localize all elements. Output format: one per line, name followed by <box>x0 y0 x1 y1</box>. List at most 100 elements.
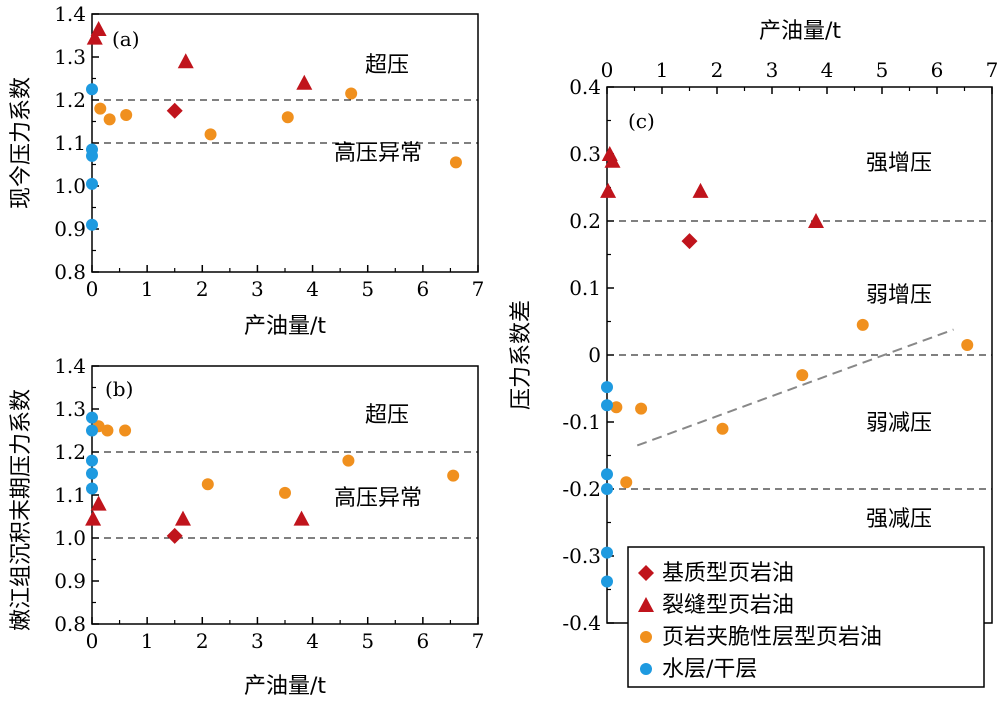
panel-c-point-fracture <box>808 213 824 228</box>
panel-b-point-interlayer <box>279 486 291 499</box>
panel-c-y-tick-label: 0.3 <box>569 142 601 166</box>
panel-c-point-water <box>601 468 613 481</box>
legend-label-matrix: 基质型页岩油 <box>662 561 794 586</box>
panel-b-y-tick-label: 1.0 <box>54 526 86 550</box>
panel-a-point-interlayer <box>204 128 217 141</box>
panel-a-point-interlayer <box>103 113 116 126</box>
panel-b-y-tick-label: 1.1 <box>54 483 86 507</box>
legend-label-water: 水层/干层 <box>662 657 757 682</box>
panel-c-point-interlayer <box>635 402 648 415</box>
panel-c-x-tick-label: 6 <box>931 58 944 82</box>
panel-b-x-tick-label: 5 <box>361 629 374 653</box>
panel-a-y-tick-label: 0.8 <box>54 260 86 284</box>
panel-a-x-tick-label: 6 <box>416 277 429 301</box>
panel-b-point-fracture <box>293 510 310 526</box>
panel-b-label: (b) <box>105 377 133 401</box>
panel-c-point-interlayer <box>796 369 809 382</box>
panel-a-x-tick-labels: 0 1 2 3 4 5 6 7 <box>86 277 485 301</box>
panel-b-y-tick-label: 0.8 <box>54 612 86 636</box>
panel-c-x-tick-label: 0 <box>601 58 614 82</box>
panel-c-x-tick-label: 4 <box>821 58 834 82</box>
panel-c-y-tick-label: -0.4 <box>562 611 601 635</box>
panel-c-x-tick-label: 1 <box>656 58 669 82</box>
panel-a-x-tick-label: 5 <box>361 277 374 301</box>
panel-c-point-water <box>601 546 613 559</box>
panel-a-point-water <box>86 149 98 162</box>
panel-b-point-interlayer <box>201 478 214 491</box>
panel-c-zone-strong-increase: 强增压 <box>866 151 932 176</box>
panel-c-points <box>600 146 974 588</box>
panel-b-x-tick-labels: 0 1 2 3 4 5 6 7 <box>86 629 485 653</box>
panel-a-y-tick-label: 0.9 <box>54 217 86 241</box>
panel-a-y-tick-label: 1.0 <box>54 174 86 198</box>
panel-b-point-water <box>86 411 98 424</box>
panel-a-point-fracture <box>86 29 103 45</box>
panel-a-y-tick-labels: 0.8 0.9 1.0 1.1 1.2 1.3 1.4 <box>54 2 86 284</box>
panel-b-x-tick-label: 1 <box>141 629 154 653</box>
legend-marker-interlayer <box>640 631 652 643</box>
panel-a-point-fracture <box>177 53 194 69</box>
panel-c-x-tick-label: 5 <box>876 58 889 82</box>
panel-b: (b) 超压 高压异常 产油量/t 嫩江组沉积末期压力系数 0 1 2 3 4 … <box>9 354 484 699</box>
panel-c-point-fracture <box>692 182 709 198</box>
panel-a-x-tick-label: 3 <box>251 277 264 301</box>
panel-c-y-tick-label: 0.2 <box>569 209 601 233</box>
panel-c-point-water <box>601 399 613 412</box>
panel-b-point-interlayer <box>119 424 132 437</box>
panel-c-point-fracture <box>600 182 617 198</box>
panel-a-point-fracture <box>296 74 313 90</box>
panel-a-y-axis-label: 现今压力系数 <box>9 77 34 209</box>
panel-a-x-tick-label: 0 <box>86 277 99 301</box>
panel-a-points <box>86 21 462 231</box>
panel-c-point-fracture <box>604 152 621 168</box>
panel-b-point-fracture <box>85 510 102 526</box>
panel-a-point-water <box>86 218 98 231</box>
panel-c-x-tick-labels: 0 1 2 3 4 5 6 7 <box>601 58 999 82</box>
panel-a-point-interlayer <box>281 111 294 124</box>
panel-a-y-tick-label: 1.1 <box>54 131 86 155</box>
panel-a-point-water <box>86 177 98 190</box>
legend-marker-matrix <box>638 565 654 581</box>
panel-a-y-tick-label: 1.4 <box>54 2 86 26</box>
panel-a: (a) 超压 高压异常 产油量/t 现今压力系数 0 1 2 3 4 5 6 7… <box>9 2 484 339</box>
panel-c-point-interlayer <box>961 338 974 351</box>
panel-b-points <box>85 411 460 544</box>
legend-label-interlayer: 页岩夹脆性层型页岩油 <box>662 625 882 650</box>
panel-c-x-tick-label: 2 <box>711 58 724 82</box>
panel-b-y-tick-label: 0.9 <box>54 569 86 593</box>
panel-b-reference-lines <box>92 451 478 539</box>
panel-c-point-interlayer <box>620 476 633 489</box>
panel-c-y-tick-label: -0.3 <box>562 544 601 568</box>
panel-c-y-tick-label: -0.2 <box>562 477 601 501</box>
panel-a-reference-lines <box>92 99 478 144</box>
legend-marker-fracture <box>638 597 654 612</box>
panel-b-point-interlayer <box>342 454 355 467</box>
legend-label-fracture: 裂缝型页岩油 <box>662 593 794 618</box>
panel-a-point-water <box>86 83 98 96</box>
panel-b-x-tick-label: 0 <box>86 629 99 653</box>
panel-a-x-axis-label: 产油量/t <box>244 314 326 339</box>
panel-c-zone-strong-decrease: 强减压 <box>866 507 932 532</box>
panel-b-y-axis-label: 嫩江组沉积末期压力系数 <box>9 389 34 631</box>
panel-c-reference-lines <box>607 220 992 490</box>
panel-c-point-water <box>601 483 613 495</box>
panel-a-point-interlayer <box>94 102 107 115</box>
panel-b-point-water <box>86 454 98 467</box>
panel-b-x-tick-label: 6 <box>416 629 429 653</box>
panel-a-x-tick-label: 7 <box>472 277 485 301</box>
panel-b-point-water <box>86 467 98 480</box>
panel-a-point-fracture <box>90 21 107 37</box>
panel-b-x-axis-label: 产油量/t <box>244 674 326 699</box>
panel-c-x-tick-label: 3 <box>766 58 779 82</box>
panel-c: (c) 强增压 弱增压 弱减压 强减压 产油量/t 压力系数差 0 1 2 3 … <box>509 19 999 688</box>
panel-c-zone-weak-increase: 弱增压 <box>866 283 932 308</box>
panel-c-label: (c) <box>628 109 655 133</box>
legend-markers <box>638 565 654 675</box>
panel-c-y-tick-labels: 0.4 0.3 0.2 0.1 0 -0.1 -0.2 -0.3 -0.4 <box>562 75 601 635</box>
panel-a-point-interlayer <box>345 87 358 100</box>
panel-a-point-interlayer <box>449 156 462 169</box>
panel-b-point-water <box>86 482 98 495</box>
panel-a-y-tick-label: 1.3 <box>54 45 86 69</box>
